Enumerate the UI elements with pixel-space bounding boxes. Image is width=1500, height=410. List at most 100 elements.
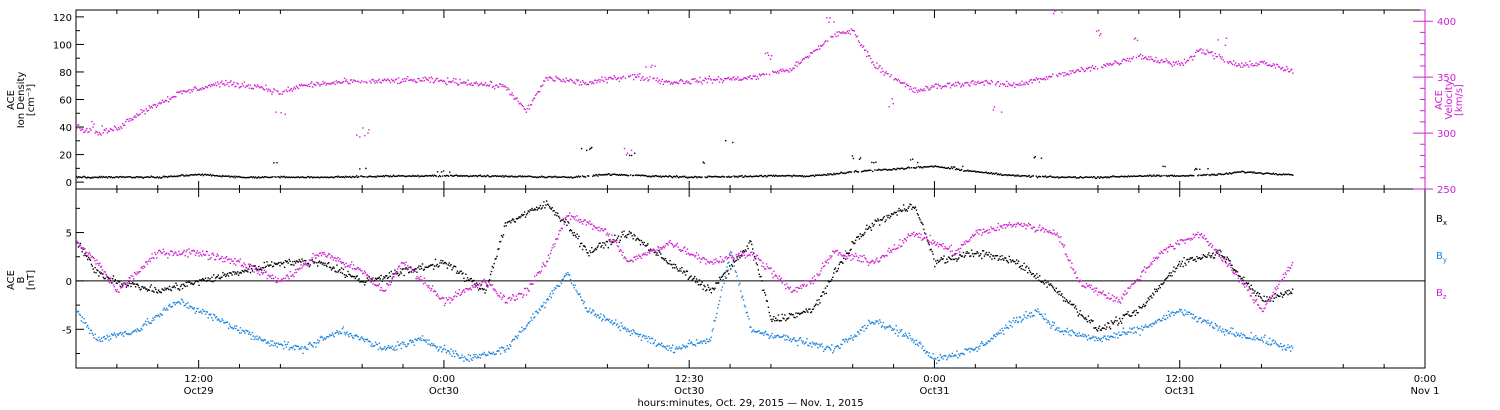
data-point xyxy=(607,173,609,175)
data-point xyxy=(144,323,146,325)
data-point xyxy=(1038,279,1040,281)
data-point xyxy=(145,288,147,290)
data-point xyxy=(250,268,253,270)
data-point xyxy=(1179,64,1182,66)
y-left-tick-label: 80 xyxy=(59,68,72,79)
data-point xyxy=(965,170,967,172)
data-point xyxy=(697,342,700,344)
data-point xyxy=(360,82,362,84)
data-point xyxy=(133,330,136,332)
data-point xyxy=(368,175,370,178)
data-point xyxy=(726,270,728,273)
data-point xyxy=(1262,62,1264,64)
data-point xyxy=(1022,318,1024,320)
data-point xyxy=(593,82,595,85)
data-point xyxy=(907,166,910,168)
data-point xyxy=(1085,335,1087,337)
data-point xyxy=(238,87,240,89)
data-point xyxy=(1101,327,1103,329)
data-point xyxy=(530,176,533,178)
data-point xyxy=(246,330,248,332)
data-point xyxy=(488,279,490,282)
data-point xyxy=(533,97,536,99)
data-point xyxy=(610,174,612,176)
data-point xyxy=(164,175,167,178)
data-point xyxy=(544,306,546,309)
data-point xyxy=(334,176,336,178)
data-point xyxy=(691,176,693,178)
data-point xyxy=(1012,319,1014,322)
data-point xyxy=(374,277,377,280)
data-point xyxy=(534,94,537,96)
data-point xyxy=(1100,329,1102,331)
data-point xyxy=(269,345,271,347)
data-point xyxy=(781,70,783,72)
data-point xyxy=(339,176,342,178)
data-point xyxy=(648,79,650,81)
data-point xyxy=(947,357,949,359)
data-point xyxy=(825,346,827,349)
data-point xyxy=(773,337,775,339)
data-point xyxy=(357,80,359,82)
data-point xyxy=(635,174,637,176)
data-point xyxy=(203,279,206,282)
data-point xyxy=(350,275,352,277)
data-point xyxy=(557,284,559,287)
data-point xyxy=(735,175,737,178)
data-point xyxy=(114,334,116,336)
data-point xyxy=(1223,256,1225,258)
data-point xyxy=(685,176,687,179)
data-point xyxy=(695,339,698,341)
data-point xyxy=(872,322,874,324)
data-point xyxy=(707,341,710,343)
data-point xyxy=(660,344,662,346)
data-point xyxy=(1242,170,1244,173)
data-point xyxy=(745,312,747,314)
data-point xyxy=(1028,269,1031,272)
data-point xyxy=(592,81,594,83)
data-point xyxy=(760,275,762,278)
data-point xyxy=(505,225,507,227)
data-point xyxy=(1148,298,1150,301)
data-point xyxy=(907,207,909,209)
data-point xyxy=(521,175,523,177)
data-point xyxy=(181,299,184,302)
data-point xyxy=(800,61,802,63)
data-point xyxy=(1074,307,1076,309)
data-point xyxy=(1111,322,1114,324)
data-point xyxy=(1114,60,1116,62)
data-point xyxy=(1033,275,1035,278)
data-point xyxy=(182,90,184,92)
data-point xyxy=(1048,75,1051,77)
data-point xyxy=(423,80,425,82)
data-point xyxy=(909,159,912,161)
data-point xyxy=(520,176,522,178)
data-point xyxy=(136,176,138,178)
data-point xyxy=(616,237,619,239)
data-point xyxy=(277,90,279,93)
data-point xyxy=(674,82,677,84)
data-point xyxy=(103,277,105,280)
data-point xyxy=(880,219,883,221)
data-point xyxy=(561,278,563,281)
data-point xyxy=(685,270,688,272)
data-point xyxy=(680,79,682,81)
data-point xyxy=(85,129,87,131)
data-point xyxy=(237,329,239,331)
data-point xyxy=(469,175,471,177)
data-point xyxy=(186,306,188,309)
data-point xyxy=(788,174,790,177)
data-point xyxy=(716,312,718,315)
data-point xyxy=(531,207,533,210)
data-point xyxy=(371,343,373,345)
data-point xyxy=(1044,279,1046,281)
data-point xyxy=(1015,174,1017,177)
data-point xyxy=(359,281,361,283)
data-point xyxy=(696,281,699,283)
data-point xyxy=(700,176,702,179)
data-point xyxy=(688,339,690,341)
data-point xyxy=(103,176,105,179)
data-point xyxy=(725,277,727,279)
data-point xyxy=(565,176,567,178)
data-point xyxy=(235,271,237,274)
